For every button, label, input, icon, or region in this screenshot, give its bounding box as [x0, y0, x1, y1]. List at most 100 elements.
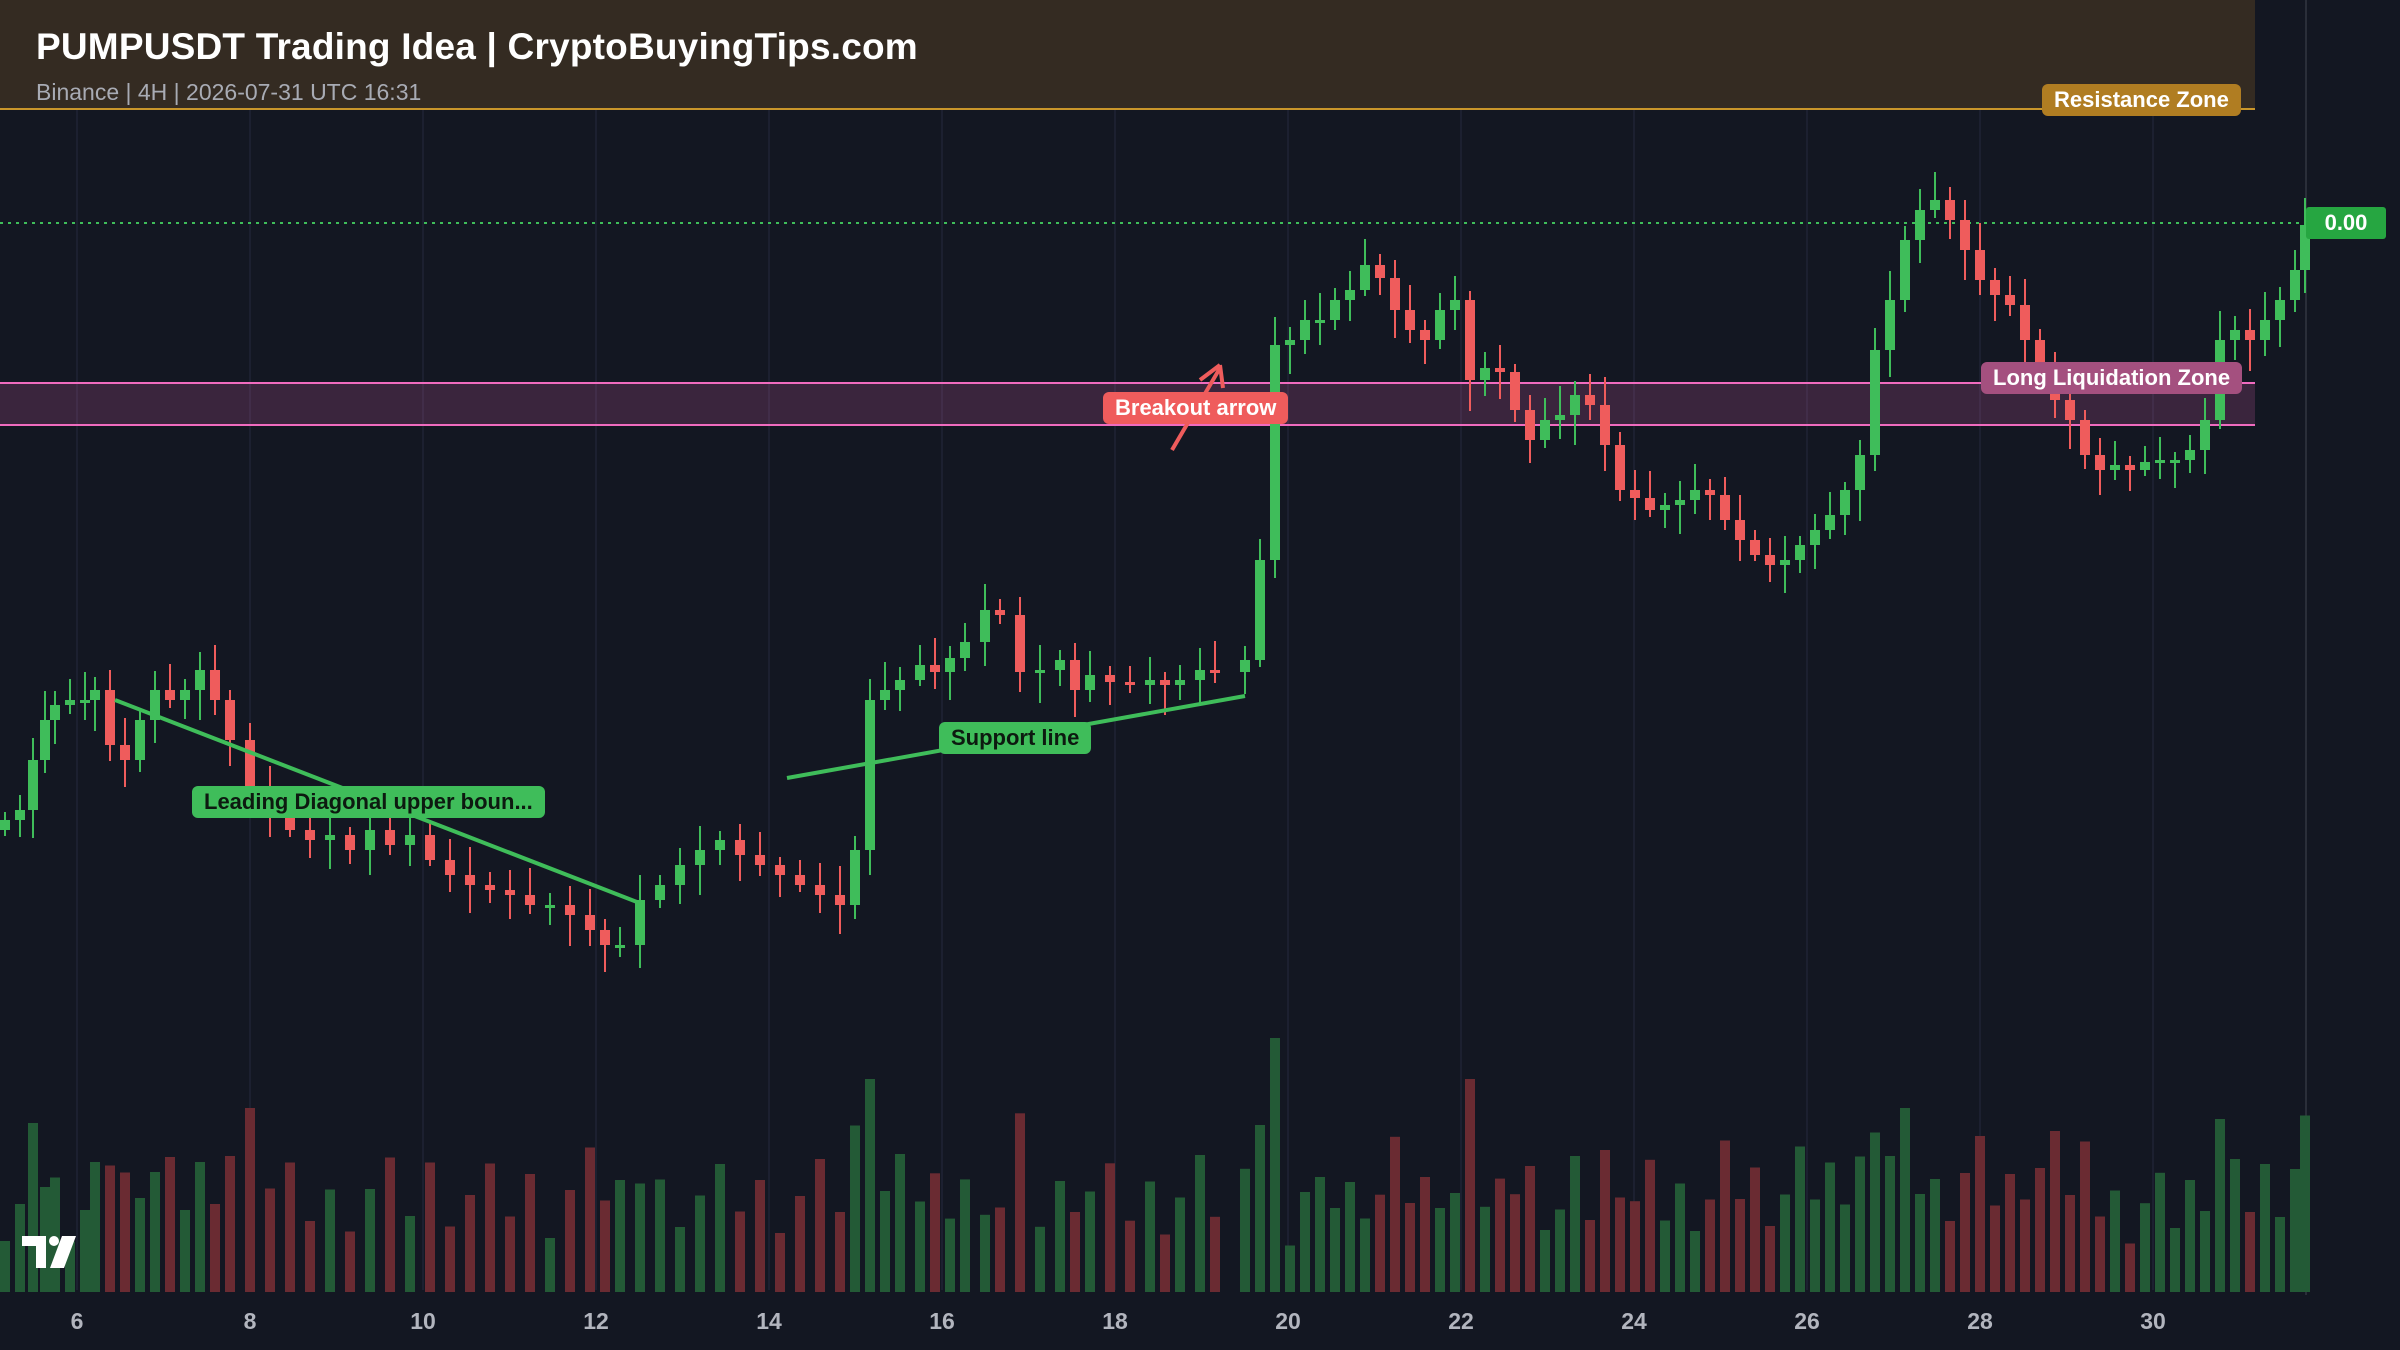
candle-down	[345, 835, 355, 850]
volume-bar	[1240, 1168, 1250, 1292]
volume-bar	[1255, 1125, 1265, 1292]
candle-up	[1885, 300, 1895, 350]
candle-down	[585, 915, 595, 930]
candle-down	[835, 895, 845, 905]
volume-bar	[345, 1231, 355, 1292]
volume-bar	[2020, 1199, 2030, 1292]
volume-bar	[425, 1162, 435, 1292]
volume-bar	[815, 1159, 825, 1292]
volume-bar	[225, 1156, 235, 1292]
candle-up	[1840, 490, 1850, 515]
volume-bar	[265, 1188, 275, 1292]
candle-up	[2185, 450, 2195, 460]
candle-down	[995, 610, 1005, 615]
candle-up	[1195, 670, 1205, 680]
candle-up	[945, 658, 955, 672]
volume-bar	[615, 1180, 625, 1292]
x-axis-tick: 26	[1794, 1308, 1820, 1334]
volume-bar	[2155, 1172, 2165, 1292]
volume-bar	[1510, 1194, 1520, 1292]
candle-down	[795, 875, 805, 885]
x-axis-tick: 30	[2140, 1308, 2166, 1334]
candle-down	[245, 740, 255, 790]
candle-down	[1600, 405, 1610, 445]
support-line-label[interactable]: Support line	[939, 722, 1092, 754]
volume-bar	[600, 1200, 610, 1292]
candle-down	[120, 745, 130, 760]
volume-bar	[1195, 1155, 1205, 1292]
resistance-zone-label[interactable]: Resistance Zone	[2042, 84, 2241, 116]
x-axis-tick: 24	[1621, 1308, 1647, 1334]
volume-bar	[1630, 1201, 1640, 1292]
candle-down	[2020, 305, 2030, 340]
candle-up	[0, 820, 10, 830]
volume-bar	[635, 1183, 645, 1292]
volume-bar	[915, 1201, 925, 1292]
page-title: PUMPUSDT Trading Idea | CryptoBuyingTips…	[36, 26, 918, 67]
candle-down	[1125, 682, 1135, 685]
candle-up	[90, 690, 100, 700]
volume-bar	[445, 1226, 455, 1292]
candle-up	[880, 690, 890, 700]
candle-up	[545, 905, 555, 908]
candle-up	[2300, 225, 2310, 270]
volume-bar	[945, 1218, 955, 1292]
candle-up	[1690, 490, 1700, 500]
x-axis-tick: 22	[1448, 1308, 1474, 1334]
volume-bar	[1915, 1194, 1925, 1292]
volume-bar	[565, 1190, 575, 1292]
candle-down	[2035, 340, 2045, 370]
volume-bar	[1720, 1140, 1730, 1292]
volume-bar	[305, 1221, 315, 1292]
candle-down	[2095, 455, 2105, 470]
breakout-arrow-label[interactable]: Breakout arrow	[1103, 392, 1289, 424]
volume-bar	[1375, 1194, 1385, 1292]
volume-bar	[545, 1238, 555, 1292]
chart-subtitle: Binance | 4H | 2026-07-31 UTC 16:31	[36, 79, 422, 105]
volume-bar	[1975, 1136, 1985, 1292]
volume-bar	[1570, 1156, 1580, 1292]
leading-diagonal-label[interactable]: Leading Diagonal upper boun...	[192, 786, 545, 818]
volume-bar	[895, 1154, 905, 1292]
candle-up	[2170, 460, 2180, 463]
volume-bar	[1660, 1220, 1670, 1292]
candle-down	[1945, 200, 1955, 220]
candle-down	[1495, 368, 1505, 372]
volume-bar	[210, 1204, 220, 1292]
x-axis-tick: 12	[583, 1308, 609, 1334]
volume-bar	[1285, 1245, 1295, 1292]
tradingview-logo-icon[interactable]	[20, 1232, 88, 1272]
volume-bar	[2035, 1168, 2045, 1292]
volume-bar	[1390, 1136, 1400, 1292]
candle-up	[65, 700, 75, 705]
candle-up	[2140, 462, 2150, 470]
candle-up	[2200, 420, 2210, 450]
candle-down	[600, 930, 610, 945]
volume-bar	[1765, 1226, 1775, 1292]
volume-bar	[2065, 1195, 2075, 1292]
candle-down	[1390, 278, 1400, 310]
candle-down	[225, 700, 235, 740]
candle-up	[895, 680, 905, 690]
volume-bar	[960, 1179, 970, 1292]
candle-down	[565, 905, 575, 915]
volume-bar	[880, 1191, 890, 1292]
candle-up	[80, 700, 90, 703]
x-axis-tick: 18	[1102, 1308, 1128, 1334]
candle-up	[2230, 330, 2240, 340]
last-price-badge: 0.00	[2306, 207, 2386, 239]
candle-up	[715, 840, 725, 850]
candle-up	[325, 835, 335, 840]
volume-bar	[525, 1174, 535, 1292]
candle-down	[1630, 490, 1640, 498]
volume-bar	[835, 1212, 845, 1292]
volume-bar	[1160, 1234, 1170, 1292]
volume-bar	[1795, 1146, 1805, 1292]
candle-up	[655, 885, 665, 900]
candle-up	[1035, 670, 1045, 673]
long-liquidation-zone-label[interactable]: Long Liquidation Zone	[1981, 362, 2243, 394]
candle-down	[1765, 555, 1775, 565]
volume-bar	[2230, 1159, 2240, 1292]
